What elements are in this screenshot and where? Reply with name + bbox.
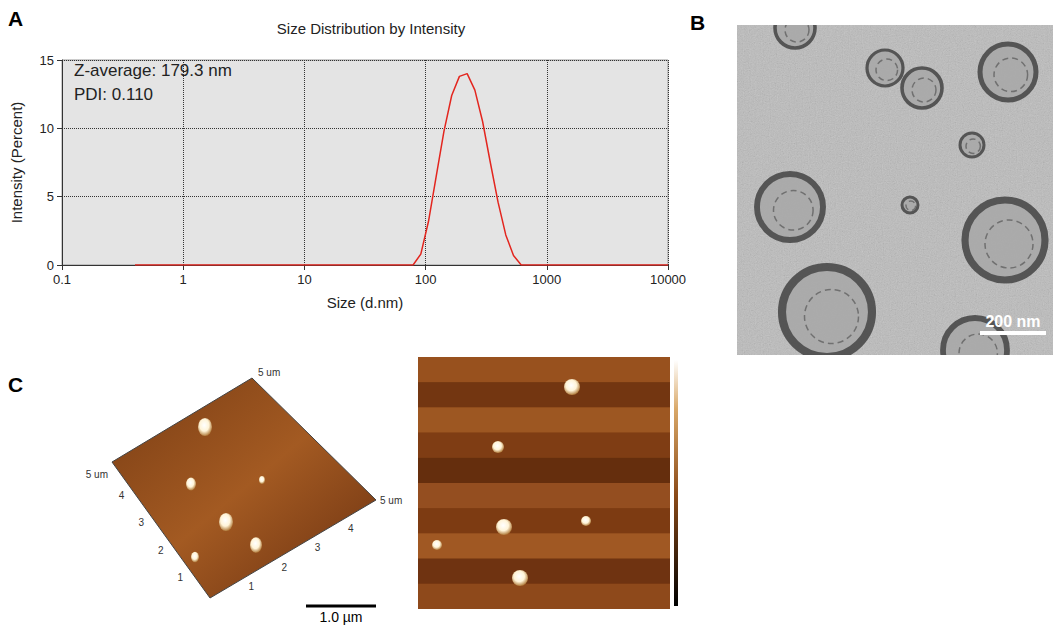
svg-text:0: 0 <box>47 258 54 273</box>
svg-text:15: 15 <box>40 53 54 68</box>
svg-text:Size (d.nm): Size (d.nm) <box>327 294 404 311</box>
svg-text:4: 4 <box>119 490 125 501</box>
svg-text:10000: 10000 <box>650 272 686 287</box>
svg-text:1000: 1000 <box>532 272 561 287</box>
svg-text:10: 10 <box>297 272 311 287</box>
svg-text:A: A <box>8 7 23 30</box>
svg-text:200 nm: 200 nm <box>985 313 1040 330</box>
svg-text:0.1: 0.1 <box>53 272 71 287</box>
svg-text:C: C <box>8 373 23 396</box>
svg-text:Z-average: 179.3 nm: Z-average: 179.3 nm <box>74 61 232 80</box>
svg-text:Size Distribution by Intensity: Size Distribution by Intensity <box>277 20 466 37</box>
svg-text:1: 1 <box>180 272 187 287</box>
svg-text:B: B <box>690 11 705 34</box>
svg-text:1.0 µm: 1.0 µm <box>319 609 362 625</box>
svg-text:5 um: 5 um <box>86 469 108 480</box>
svg-text:3: 3 <box>315 542 321 553</box>
svg-text:10: 10 <box>40 121 54 136</box>
svg-text:100: 100 <box>415 272 437 287</box>
svg-text:5 um: 5 um <box>380 495 402 506</box>
svg-text:1: 1 <box>248 581 254 592</box>
svg-text:Intensity (Percent): Intensity (Percent) <box>8 102 25 224</box>
svg-text:2: 2 <box>158 545 164 556</box>
svg-text:1: 1 <box>178 572 184 583</box>
svg-text:4: 4 <box>348 523 354 534</box>
svg-text:2: 2 <box>282 562 288 573</box>
svg-text:5 um: 5 um <box>258 367 280 378</box>
svg-text:PDI: 0.110: PDI: 0.110 <box>74 85 153 104</box>
svg-text:3: 3 <box>138 517 144 528</box>
svg-text:5: 5 <box>47 189 54 204</box>
